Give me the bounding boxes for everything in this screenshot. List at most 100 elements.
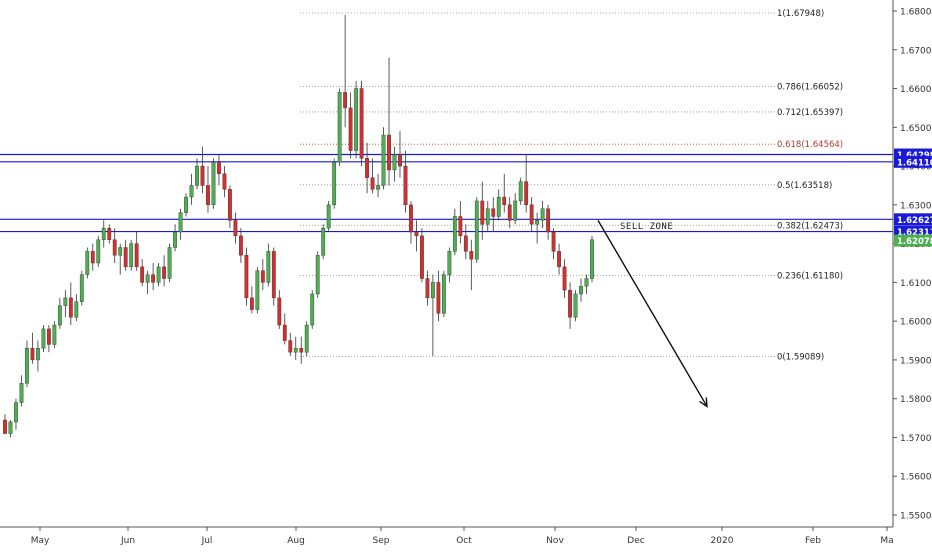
y-tick-label: 1.57000 <box>900 434 932 444</box>
candle-body-up <box>293 348 298 353</box>
candle-body-down <box>271 251 276 299</box>
x-tick-label: Sep <box>373 536 390 546</box>
candle-body-up <box>36 348 40 361</box>
candle-body-down <box>507 204 512 221</box>
candle-body-up <box>19 382 24 403</box>
candle-body-up <box>381 134 386 186</box>
candle-body-down <box>46 328 51 345</box>
candle-body-down <box>299 348 304 353</box>
candle-body-down <box>238 235 243 256</box>
candle-body-up <box>535 220 540 225</box>
candle-body-up <box>326 204 331 229</box>
candle-body-up <box>310 293 315 326</box>
level-price-tag <box>894 225 932 238</box>
candle-body-up <box>129 243 134 268</box>
candle-body-up <box>74 301 79 318</box>
candle-body-down <box>217 161 221 175</box>
candle-body-up <box>85 251 90 275</box>
level-price-tag-label: 1.62311 <box>897 228 932 238</box>
fibonacci-level-label: 0(1.59089) <box>777 352 824 362</box>
candle-body-down <box>387 134 391 171</box>
candle-body-up <box>354 88 359 151</box>
candle-body-up <box>79 274 84 302</box>
level-price-tag-label: 1.62627 <box>897 216 932 226</box>
candle-body-down <box>409 204 413 233</box>
candle-body-down <box>90 251 95 264</box>
x-tick-label: Aug <box>287 536 305 546</box>
candle-body-down <box>529 204 534 225</box>
current-price-tag-label: 1.62078 <box>897 237 932 247</box>
candle-body-down <box>463 235 468 252</box>
x-tick-label: Nov <box>546 536 564 546</box>
candle-body-down <box>436 282 441 314</box>
candle-body-up <box>195 165 199 186</box>
candle-body-down <box>151 274 156 283</box>
candle-body-up <box>496 196 501 217</box>
y-tick-label: 1.58000 <box>900 395 932 405</box>
level-price-tag-label: 1.64110 <box>897 158 932 168</box>
candle-body-up <box>118 247 123 256</box>
fibonacci-level-label: 0.618(1.64564) <box>777 140 843 150</box>
x-tick-label: Jul <box>201 536 213 546</box>
candle-body-down <box>206 185 210 206</box>
candle-body-up <box>101 227 106 240</box>
candle-body-down <box>425 278 430 299</box>
y-tick-label: 1.55000 <box>900 512 932 522</box>
horizontal-levels-layer <box>0 153 893 233</box>
candle-body-down <box>134 243 139 268</box>
fibonacci-level-label: 0.5(1.63518) <box>777 181 832 191</box>
candle-body-down <box>222 173 227 190</box>
x-tick-label: Oct <box>456 536 472 546</box>
candle-body-up <box>184 196 188 213</box>
candle-body-down <box>3 419 7 434</box>
candle-body-up <box>392 154 397 171</box>
candle-body-down <box>68 297 73 318</box>
candle-body-down <box>277 297 282 326</box>
candle-body-up <box>255 270 260 310</box>
candle-body-up <box>584 278 589 287</box>
fibonacci-level-label: 0.236(1.61180) <box>777 271 843 281</box>
candles-layer <box>3 14 594 438</box>
candle-body-down <box>557 251 561 268</box>
candle-body-down <box>162 266 166 279</box>
candle-body-down <box>562 266 567 291</box>
candle-body-down <box>403 165 408 206</box>
candle-body-up <box>579 286 583 295</box>
y-tick-label: 1.59000 <box>900 356 932 366</box>
candle-body-down <box>420 235 424 279</box>
candle-body-up <box>513 200 518 221</box>
fibonacci-level-label: 0.382(1.62473) <box>777 221 843 231</box>
candle-body-down <box>491 208 496 217</box>
candle-body-up <box>52 324 57 345</box>
level-price-tag <box>894 155 932 168</box>
candle-body-down <box>365 158 369 178</box>
candle-body-down <box>112 239 117 256</box>
y-tick-label: 1.67000 <box>900 46 932 56</box>
candle-body-down <box>398 154 402 167</box>
x-tick-label: Dec <box>627 536 644 546</box>
candle-body-up <box>145 274 150 283</box>
candle-body-down <box>249 297 254 310</box>
candle-body-up <box>96 239 101 264</box>
candle-body-up <box>474 200 479 260</box>
candle-body-down <box>568 289 572 318</box>
candle-body-down <box>546 208 551 233</box>
candle-body-down <box>228 189 232 221</box>
candle-body-down <box>200 165 205 186</box>
candle-body-down <box>370 177 375 190</box>
candle-body-down <box>480 200 485 225</box>
y-tick-label: 1.61000 <box>900 279 932 289</box>
candle-body-down <box>260 270 265 283</box>
candle-body-up <box>441 274 446 314</box>
fibonacci-level-label: 0.786(1.66052) <box>777 83 843 93</box>
candle-body-up <box>431 282 435 299</box>
candle-body-up <box>57 305 62 326</box>
candle-body-down <box>551 231 556 252</box>
candle-body-down <box>458 216 463 237</box>
x-tick-label: Feb <box>805 536 821 546</box>
candle-body-up <box>156 266 161 283</box>
candle-body-down <box>524 181 529 206</box>
y-tick-label: 1.68000 <box>900 8 932 18</box>
